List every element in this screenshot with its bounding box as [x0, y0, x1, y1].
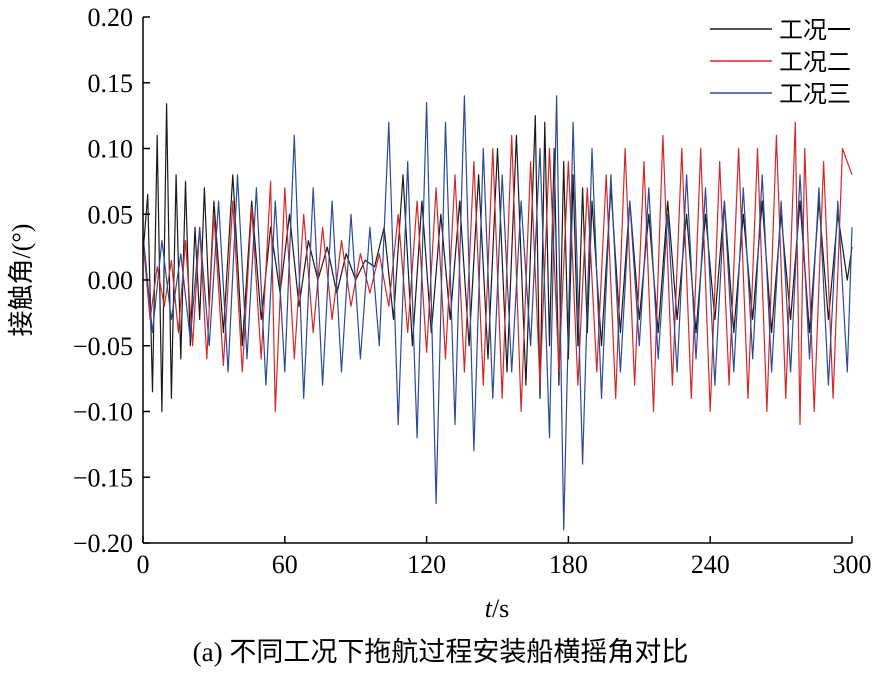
y-tick-label: −0.20 [73, 529, 133, 558]
x-axis-title: t/s [485, 594, 510, 623]
series-line-3 [142, 95, 853, 531]
y-axis-title: 接触角/(°) [7, 224, 36, 337]
x-tick-label: 300 [833, 550, 872, 579]
legend-label-2: 工况二 [779, 50, 851, 76]
y-tick-label: −0.10 [73, 398, 133, 427]
y-ticks: 0.20 0.15 0.10 0.05 0.00 −0.05 −0.10 −0.15 −0.20 [73, 3, 150, 558]
y-tick-label: 0.15 [88, 69, 134, 98]
series-layer [142, 95, 853, 531]
legend-label-1: 工况一 [779, 18, 851, 44]
x-ticks: 0 60 120 180 240 300 [137, 536, 872, 579]
figure-caption: (a) 不同工况下拖航过程安装船横摇角对比 [192, 637, 689, 667]
x-tick-label: 0 [137, 550, 150, 579]
x-tick-label: 60 [272, 550, 298, 579]
y-tick-label: −0.05 [73, 332, 133, 361]
x-tick-label: 240 [691, 550, 730, 579]
line-chart: 0 60 120 180 240 300 0.20 0.15 0.10 0.05 0.00 −0.0… [7, 3, 872, 623]
y-tick-label: 0.05 [88, 200, 134, 229]
y-tick-label: 0.20 [88, 3, 134, 32]
y-tick-label: 0.10 [88, 135, 134, 164]
x-tick-label: 180 [549, 550, 588, 579]
x-tick-label: 120 [407, 550, 446, 579]
legend-label-3: 工况三 [779, 82, 851, 108]
y-tick-label: −0.15 [73, 463, 133, 492]
y-tick-label: 0.00 [88, 266, 134, 295]
